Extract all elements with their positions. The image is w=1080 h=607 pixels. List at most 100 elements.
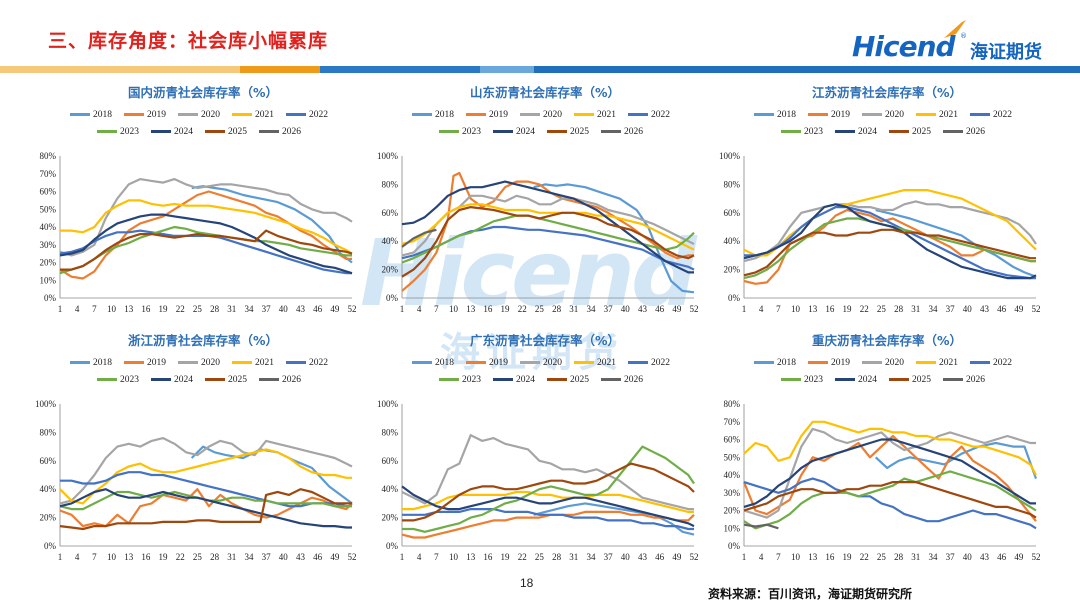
y-tick-label: 80%	[724, 399, 741, 409]
legend-swatch	[124, 361, 144, 364]
legend-label: 2025	[570, 374, 589, 385]
legend-swatch	[205, 130, 225, 133]
x-tick-label: 49	[672, 552, 682, 562]
x-tick-label: 13	[466, 304, 476, 314]
legend-item-2020: 2020	[520, 110, 570, 120]
x-tick-label: 10	[107, 304, 117, 314]
x-tick-label: 46	[997, 552, 1007, 562]
logo-wing-icon	[944, 20, 966, 38]
legend-item-2021: 2021	[574, 358, 624, 368]
series-line-2024	[59, 488, 352, 529]
x-tick-label: 16	[825, 304, 835, 314]
legend-label: 2020	[885, 357, 904, 368]
y-tick-label: 60%	[40, 456, 57, 466]
legend-label: 2024	[516, 126, 535, 137]
legend-item-2025: 2025	[205, 127, 255, 137]
legend-label: 2024	[174, 374, 193, 385]
legend-label: 2025	[912, 126, 931, 137]
legend-swatch	[547, 378, 567, 381]
legend-item-2024: 2024	[151, 375, 201, 385]
legend-item-2026: 2026	[943, 127, 993, 137]
x-tick-label: 49	[330, 304, 340, 314]
series-line-2024	[743, 203, 1037, 280]
x-tick-label: 4	[75, 304, 80, 314]
legend-label: 2025	[228, 126, 247, 137]
series-line-2018	[875, 208, 1037, 278]
x-tick-label: 34	[586, 304, 596, 314]
series-line-2021	[743, 188, 1037, 257]
x-tick-label: 46	[655, 304, 665, 314]
series-line-2022	[402, 508, 694, 531]
legend-swatch	[259, 378, 279, 381]
y-tick-label: 40%	[40, 484, 57, 494]
x-tick-label: 1	[58, 552, 63, 562]
y-tick-label: 30%	[40, 240, 57, 250]
x-tick-label: 40	[963, 552, 973, 562]
legend-label: 2019	[147, 109, 166, 120]
y-tick-label: 40%	[724, 236, 741, 246]
legend-item-2023: 2023	[439, 375, 489, 385]
legend-swatch	[70, 113, 90, 116]
legend-item-2026: 2026	[601, 375, 651, 385]
legend-swatch	[232, 361, 252, 364]
legend-swatch	[124, 113, 144, 116]
x-tick-label: 7	[776, 552, 781, 562]
x-tick-label: 19	[159, 304, 169, 314]
legend-label: 2021	[939, 357, 958, 368]
x-tick-label: 28	[894, 304, 904, 314]
x-tick-label: 34	[586, 552, 596, 562]
legend-swatch	[970, 113, 990, 116]
legend-item-2020: 2020	[862, 110, 912, 120]
series-line-2025	[60, 229, 353, 271]
legend-item-2026: 2026	[601, 127, 651, 137]
x-tick-label: 37	[946, 552, 956, 562]
x-tick-label: 31	[911, 552, 920, 562]
x-tick-label: 19	[843, 304, 853, 314]
legend-swatch	[628, 113, 648, 116]
legend-item-2021: 2021	[232, 110, 282, 120]
legend-label: 2023	[120, 374, 139, 385]
legend-item-2019: 2019	[124, 358, 174, 368]
series-line-2025	[743, 228, 1036, 277]
x-tick-label: 7	[92, 552, 97, 562]
y-tick-label: 0%	[44, 293, 57, 303]
legend-swatch	[943, 378, 963, 381]
legend-item-2024: 2024	[835, 127, 885, 137]
legend-label: 2021	[597, 357, 616, 368]
x-tick-label: 37	[946, 304, 956, 314]
x-tick-label: 4	[75, 552, 80, 562]
series-line-2023	[402, 445, 695, 533]
logo-registered-mark: ®	[960, 32, 967, 40]
legend-item-2025: 2025	[889, 127, 939, 137]
legend-label: 2021	[255, 357, 274, 368]
series-line-2023	[743, 470, 1037, 530]
series-line-2019	[401, 171, 694, 292]
y-tick-label: 60%	[724, 208, 741, 218]
legend-item-2021: 2021	[574, 110, 624, 120]
series-line-2021	[59, 448, 352, 505]
x-tick-label: 16	[483, 552, 493, 562]
chart-5: 广东沥青社会库存率（%） 2018 2019 2020 2021 2022 2023 2024…	[377, 330, 710, 562]
series-line-2023	[401, 214, 695, 264]
x-tick-label: 37	[262, 552, 272, 562]
y-tick-label: 60%	[382, 456, 399, 466]
y-tick-label: 80%	[724, 179, 741, 189]
legend-item-2023: 2023	[97, 375, 147, 385]
legend-item-2018: 2018	[70, 110, 120, 120]
x-tick-label: 52	[348, 304, 357, 314]
legend-swatch	[97, 130, 117, 133]
legend-swatch	[520, 113, 540, 116]
legend-item-2018: 2018	[754, 358, 804, 368]
chart-plot: 0% 20% 40% 60% 80% 100% 1 4 7 10 13 16 19 22 25 28 31 34 3…	[35, 399, 357, 562]
legend-swatch	[466, 361, 486, 364]
legend-item-2018: 2018	[412, 110, 462, 120]
legend-swatch	[781, 130, 801, 133]
series-line-2019	[59, 488, 353, 528]
legend-label: 2026	[624, 374, 643, 385]
legend-swatch	[70, 361, 90, 364]
legend-label: 2025	[912, 374, 931, 385]
y-tick-label: 10%	[724, 523, 741, 533]
legend-swatch	[151, 378, 171, 381]
legend-swatch	[412, 113, 432, 116]
legend-label: 2020	[543, 109, 562, 120]
